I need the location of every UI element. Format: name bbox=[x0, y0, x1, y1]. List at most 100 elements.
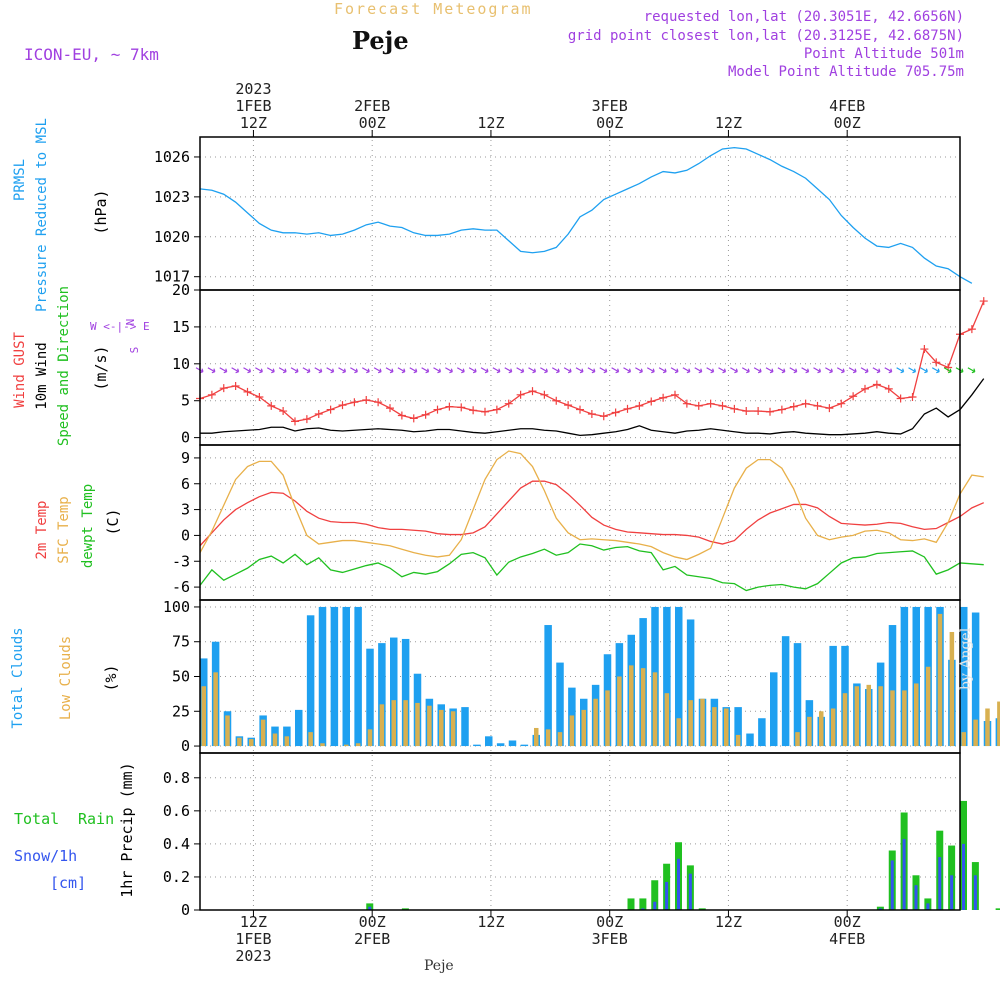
precip-bar bbox=[995, 908, 1000, 910]
wind-arrow bbox=[278, 367, 287, 374]
gust-marker bbox=[587, 410, 596, 418]
cloud-bar bbox=[937, 613, 943, 747]
cloud-bar bbox=[925, 666, 931, 747]
bottom-time-label: 00Z bbox=[359, 913, 386, 931]
gust-marker bbox=[599, 412, 608, 421]
cloud-bar bbox=[688, 700, 693, 747]
prmsl-label: PRMSL bbox=[12, 159, 28, 201]
precip-bar bbox=[641, 908, 645, 910]
wind-arrow bbox=[813, 367, 822, 374]
cloud-bar bbox=[712, 707, 717, 747]
precip-snow-unit-label: [cm] bbox=[50, 874, 86, 892]
top-time-label: 1FEB bbox=[235, 97, 271, 115]
cloud-bar bbox=[807, 716, 812, 747]
cloud-bar bbox=[508, 740, 517, 747]
cloud-bar bbox=[629, 665, 634, 747]
cloud-bar bbox=[401, 638, 410, 747]
precip-snow-label: Snow/1h bbox=[14, 847, 77, 865]
cloud-bar bbox=[284, 736, 290, 747]
y-tick-label: 6 bbox=[181, 475, 190, 493]
top-time-label: 2023 bbox=[235, 80, 271, 98]
gust-marker bbox=[504, 399, 513, 408]
wind-arrow bbox=[338, 367, 347, 374]
wind-arrow bbox=[801, 367, 810, 374]
precip-bar bbox=[926, 903, 930, 910]
wind-arrow bbox=[635, 367, 643, 374]
cloud-bar bbox=[378, 643, 386, 747]
wind-arrow bbox=[350, 367, 358, 374]
precip-bar bbox=[653, 901, 657, 910]
cloud-bar bbox=[272, 733, 278, 747]
gust-marker bbox=[219, 384, 228, 393]
y-tick-label: 10 bbox=[172, 355, 190, 373]
top-time-label: 12Z bbox=[240, 114, 267, 132]
y-tick-label: 5 bbox=[181, 392, 190, 410]
wind-arrow bbox=[896, 367, 905, 374]
gust-marker bbox=[872, 380, 881, 389]
cloud-bar bbox=[581, 709, 586, 747]
bottom-time-label: 4FEB bbox=[829, 930, 865, 948]
precip-rain-label: Rain bbox=[78, 810, 114, 828]
gust-marker bbox=[540, 390, 549, 399]
top-time-label: 2FEB bbox=[354, 97, 390, 115]
wind-arrow bbox=[908, 367, 917, 374]
gust-marker bbox=[576, 405, 584, 414]
top-time-label: 12Z bbox=[715, 114, 742, 132]
y-tick-label: 20 bbox=[172, 281, 190, 299]
wind-arrow bbox=[706, 367, 715, 374]
wind-arrow bbox=[836, 367, 845, 374]
precip-bar bbox=[627, 898, 635, 910]
cloud-bar bbox=[971, 612, 980, 747]
top-time-label: 3FEB bbox=[592, 97, 628, 115]
wind-arrow bbox=[397, 367, 406, 374]
wind-arrow bbox=[409, 367, 418, 374]
pressure-unit-label: (hPa) bbox=[92, 189, 110, 234]
cloud-bar bbox=[795, 732, 800, 747]
y-tick-label: 0 bbox=[181, 526, 190, 544]
bottom-time-label: 00Z bbox=[834, 913, 861, 931]
gust-marker bbox=[777, 405, 786, 414]
cloud-bar bbox=[534, 727, 539, 747]
gust-marker bbox=[564, 401, 573, 410]
gust-marker bbox=[754, 407, 763, 416]
gust-marker bbox=[611, 408, 620, 417]
wind-arrow bbox=[445, 367, 453, 374]
cloud-bar bbox=[237, 737, 242, 747]
wind-arrow bbox=[943, 367, 952, 374]
precip-bar bbox=[938, 857, 942, 910]
gust-marker bbox=[528, 387, 537, 396]
cloud-bar bbox=[320, 743, 325, 747]
y-tick-label: 3 bbox=[181, 501, 190, 519]
precip-bar bbox=[890, 860, 894, 910]
gust-marker bbox=[469, 406, 478, 415]
wind-arrow bbox=[456, 367, 465, 374]
top-time-label: 4FEB bbox=[829, 97, 865, 115]
cloud-bar bbox=[473, 744, 481, 747]
cloud-bar bbox=[367, 729, 373, 747]
wind-arrow bbox=[575, 367, 584, 374]
bottom-time-label: 2FEB bbox=[354, 930, 390, 948]
cloud-bar bbox=[379, 704, 385, 747]
y-tick-label: 0 bbox=[181, 737, 190, 755]
bottom-time-label: 12Z bbox=[715, 913, 742, 931]
gust-marker bbox=[837, 399, 846, 408]
gust-marker bbox=[813, 401, 822, 410]
gust-marker bbox=[374, 398, 383, 407]
panel-frame bbox=[199, 752, 961, 911]
cloud-bar bbox=[556, 662, 564, 747]
wind-arrow bbox=[587, 367, 596, 374]
gust-marker bbox=[908, 393, 917, 402]
gust-marker bbox=[896, 394, 905, 403]
cloud-bar bbox=[496, 743, 505, 747]
gust-marker bbox=[920, 345, 929, 354]
cloud-bar bbox=[342, 606, 350, 747]
precip-bar bbox=[973, 875, 977, 910]
wind-arrow bbox=[361, 367, 370, 374]
cloud-bar bbox=[854, 686, 860, 747]
cloud-bar bbox=[997, 701, 1000, 747]
wind-arrow bbox=[540, 367, 548, 374]
gust-marker bbox=[552, 396, 561, 405]
wind-label: 10m Wind bbox=[34, 342, 50, 409]
panel-frame bbox=[199, 289, 961, 446]
